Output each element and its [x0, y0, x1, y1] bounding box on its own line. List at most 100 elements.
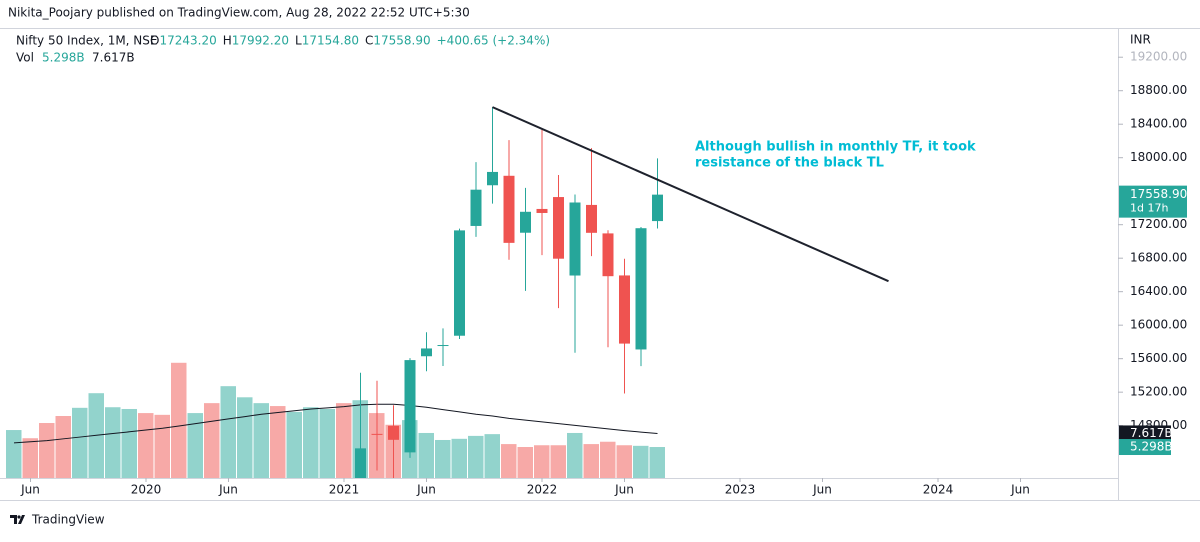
volume-bar	[187, 413, 203, 478]
candle-body	[454, 230, 465, 336]
volume-bar	[220, 386, 236, 478]
y-tick-label: 18800.00	[1130, 83, 1187, 97]
volume-bar	[600, 441, 616, 478]
volume-bar	[105, 407, 121, 478]
candle-body	[421, 348, 432, 357]
candle-body	[520, 211, 531, 233]
volume-bar	[121, 408, 137, 478]
frame	[0, 500, 1200, 501]
volume-bar	[336, 403, 352, 478]
x-tick-label: 2024	[923, 483, 954, 497]
y-tick-label: 15200.00	[1130, 385, 1187, 399]
x-tick-label: 2023	[725, 483, 756, 497]
annotation: Although bullish in monthly TF, it took	[695, 140, 976, 155]
volume-bar	[22, 438, 38, 478]
volume-bar	[39, 423, 55, 478]
annotation: resistance of the black TL	[695, 156, 884, 171]
volume-bar	[501, 444, 517, 478]
candle-body	[470, 189, 482, 226]
candle-body	[635, 228, 647, 350]
volume-bar	[204, 403, 220, 478]
volume-bar	[418, 432, 434, 478]
ohlc-value: 17558.90	[373, 34, 430, 48]
volume-bar	[303, 407, 319, 478]
countdown: 1d 17h	[1130, 202, 1168, 215]
candle-body	[487, 171, 498, 186]
volume-bar	[6, 430, 22, 478]
y-tick-label: 18000.00	[1130, 150, 1187, 164]
y-tick-label: 16400.00	[1130, 284, 1187, 298]
volume-bar	[567, 432, 583, 478]
currency: INR	[1130, 33, 1151, 47]
x-tick-label: Jun	[20, 483, 40, 497]
volume-bar	[468, 435, 484, 478]
y-tick-label: 16800.00	[1130, 251, 1187, 265]
y-tick-label: 16000.00	[1130, 318, 1187, 332]
frame	[0, 28, 1200, 29]
volume-bar	[154, 414, 170, 478]
candle-body	[536, 208, 548, 213]
candle-body	[388, 425, 399, 440]
vol-box	[1119, 439, 1171, 456]
volume-bar	[55, 416, 71, 478]
volume-bar	[270, 406, 286, 478]
volume-bar	[550, 445, 566, 478]
ohlc-value: 17154.80	[302, 34, 359, 48]
vol-label: 5.298B	[1130, 440, 1173, 454]
price-pane	[6, 106, 889, 478]
volume-legend: Vol	[16, 51, 34, 65]
volume-bar	[72, 407, 88, 478]
brand: TradingView	[31, 513, 105, 527]
x-tick-label: Jun	[1010, 483, 1030, 497]
volume-bar	[484, 434, 500, 478]
symbol: Nifty 50 Index, 1M, NSE	[16, 34, 158, 48]
candle-body	[652, 194, 663, 222]
x-tick-label: Jun	[218, 483, 238, 497]
candle-body	[569, 202, 581, 276]
ohlc-value: +400.65 (+2.34%)	[437, 34, 550, 48]
volume-bar	[435, 439, 451, 478]
logo	[10, 515, 25, 524]
volume-bar	[649, 447, 665, 478]
last-price-label: 17558.90	[1130, 187, 1187, 201]
trendline	[492, 106, 889, 283]
candle-body	[437, 345, 449, 347]
ohlc-key: L	[295, 34, 302, 48]
y-tick-label: 15600.00	[1130, 351, 1187, 365]
volume-bar	[286, 411, 302, 478]
vol-ma-label: 7.617B	[1130, 426, 1173, 440]
volume-ma-line	[13, 403, 658, 444]
volume-bar	[237, 397, 253, 478]
volume-bar	[633, 445, 649, 478]
candle-body	[602, 233, 614, 277]
ohlc-key: C	[365, 34, 373, 48]
candle-body	[619, 275, 630, 344]
y-tick-label: 18400.00	[1130, 117, 1187, 131]
x-tick-label: Jun	[812, 483, 832, 497]
x-tick-label: 2020	[131, 483, 162, 497]
candle-body	[586, 204, 597, 233]
volume-ma-value: 7.617B	[92, 51, 135, 65]
publisher: Nikita_Poojary published on TradingView.…	[8, 6, 470, 20]
volume-bar	[451, 438, 467, 478]
x-tick-label: Jun	[614, 483, 634, 497]
volume-bar	[138, 413, 154, 478]
candle-body	[503, 175, 515, 243]
frame	[0, 478, 1118, 479]
last-price-box	[1119, 185, 1187, 218]
volume-bar	[583, 444, 599, 478]
y-tick-label: 19200.00	[1130, 50, 1187, 64]
ohlc-key: H	[223, 34, 232, 48]
candle-body	[404, 360, 416, 453]
x-tick-label: Jun	[416, 483, 436, 497]
x-tick-label: 2021	[329, 483, 360, 497]
candle-body	[355, 448, 366, 478]
x-tick-label: 2022	[527, 483, 558, 497]
ohlc-value: 17992.20	[232, 34, 289, 48]
y-tick-label: 17200.00	[1130, 217, 1187, 231]
ohlc-key: O	[150, 34, 159, 48]
volume-bar	[171, 362, 187, 478]
vol-ma-box	[1119, 425, 1171, 442]
volume-value: 5.298B	[42, 51, 85, 65]
